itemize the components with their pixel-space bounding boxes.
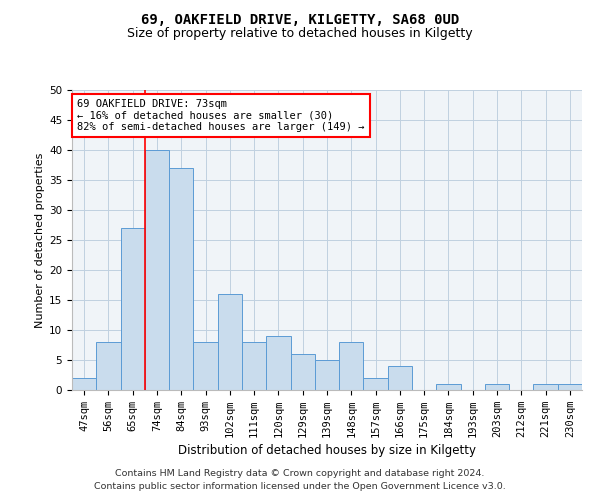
Bar xyxy=(242,342,266,390)
Bar xyxy=(121,228,145,390)
Text: 69 OAKFIELD DRIVE: 73sqm
← 16% of detached houses are smaller (30)
82% of semi-d: 69 OAKFIELD DRIVE: 73sqm ← 16% of detach… xyxy=(77,99,365,132)
Text: 69, OAKFIELD DRIVE, KILGETTY, SA68 0UD: 69, OAKFIELD DRIVE, KILGETTY, SA68 0UD xyxy=(141,12,459,26)
Bar xyxy=(436,384,461,390)
Bar xyxy=(315,360,339,390)
Text: Size of property relative to detached houses in Kilgetty: Size of property relative to detached ho… xyxy=(127,28,473,40)
Text: Contains public sector information licensed under the Open Government Licence v3: Contains public sector information licen… xyxy=(94,482,506,491)
Y-axis label: Number of detached properties: Number of detached properties xyxy=(35,152,45,328)
Bar xyxy=(388,366,412,390)
X-axis label: Distribution of detached houses by size in Kilgetty: Distribution of detached houses by size … xyxy=(178,444,476,457)
Bar xyxy=(266,336,290,390)
Text: Contains HM Land Registry data © Crown copyright and database right 2024.: Contains HM Land Registry data © Crown c… xyxy=(115,468,485,477)
Bar xyxy=(72,378,96,390)
Bar xyxy=(169,168,193,390)
Bar xyxy=(533,384,558,390)
Bar xyxy=(558,384,582,390)
Bar xyxy=(339,342,364,390)
Bar xyxy=(290,354,315,390)
Bar xyxy=(96,342,121,390)
Bar xyxy=(193,342,218,390)
Bar xyxy=(485,384,509,390)
Bar xyxy=(218,294,242,390)
Bar xyxy=(364,378,388,390)
Bar xyxy=(145,150,169,390)
